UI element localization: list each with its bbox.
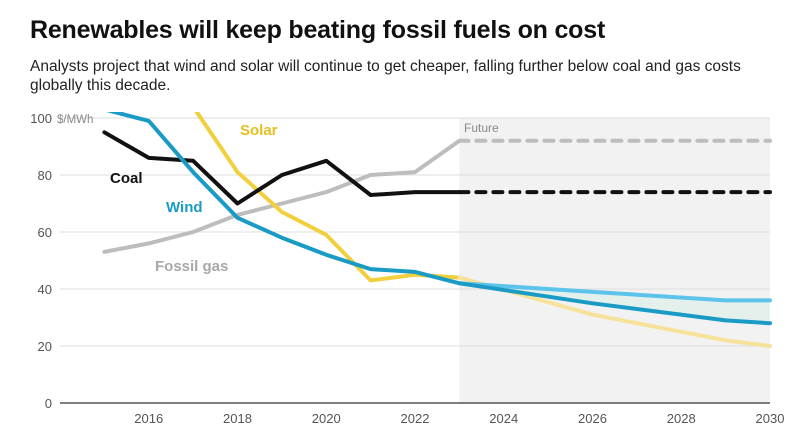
chart-subtitle: Analysts project that wind and solar wil… [30,58,741,94]
series-line-wind [106,112,462,286]
y-tick-label: 0 [45,396,52,411]
chart-title: Renewables will keep beating fossil fuel… [30,16,606,44]
y-tick-label: 100 [30,111,52,126]
axes: 0 20 40 60 80 100 2016 2018 2020 2022 2024 2026 2028… [30,111,784,426]
y-tick-label: 80 [38,168,52,183]
series-lines [102,112,772,348]
x-tick-label: 2028 [667,411,696,426]
gridlines [60,117,770,347]
series-line-gas [102,138,462,254]
forecast-line-wind-lower [457,281,772,326]
forecast-line-solar [457,275,772,348]
series-label-solar: Solar [240,122,278,139]
series-label-coal: Coal [110,170,143,187]
x-tick-label: 2022 [401,411,430,426]
x-tick-label: 2030 [756,411,785,426]
x-tick-label: 2016 [134,411,163,426]
y-tick-label: 40 [38,282,52,297]
x-tick-label: 2018 [223,411,252,426]
series-labels: Coal Fossil gas Solar Wind Future $/MWh [57,114,499,275]
future-region [459,118,770,403]
series-line-solar [194,112,462,283]
x-tick-label: 2026 [578,411,607,426]
y-tick-label: 60 [38,225,52,240]
y-tick-label: 20 [38,339,52,354]
series-line-coal [102,130,462,206]
series-label-wind: Wind [166,199,203,216]
series-label-fossil-gas: Fossil gas [155,258,228,275]
x-tick-label: 2020 [312,411,341,426]
forecast-line-wind-upper [457,281,772,303]
y-unit-label: $/MWh [57,114,93,126]
future-shade [459,118,770,403]
future-label: Future [464,121,499,135]
x-tick-label: 2024 [489,411,518,426]
